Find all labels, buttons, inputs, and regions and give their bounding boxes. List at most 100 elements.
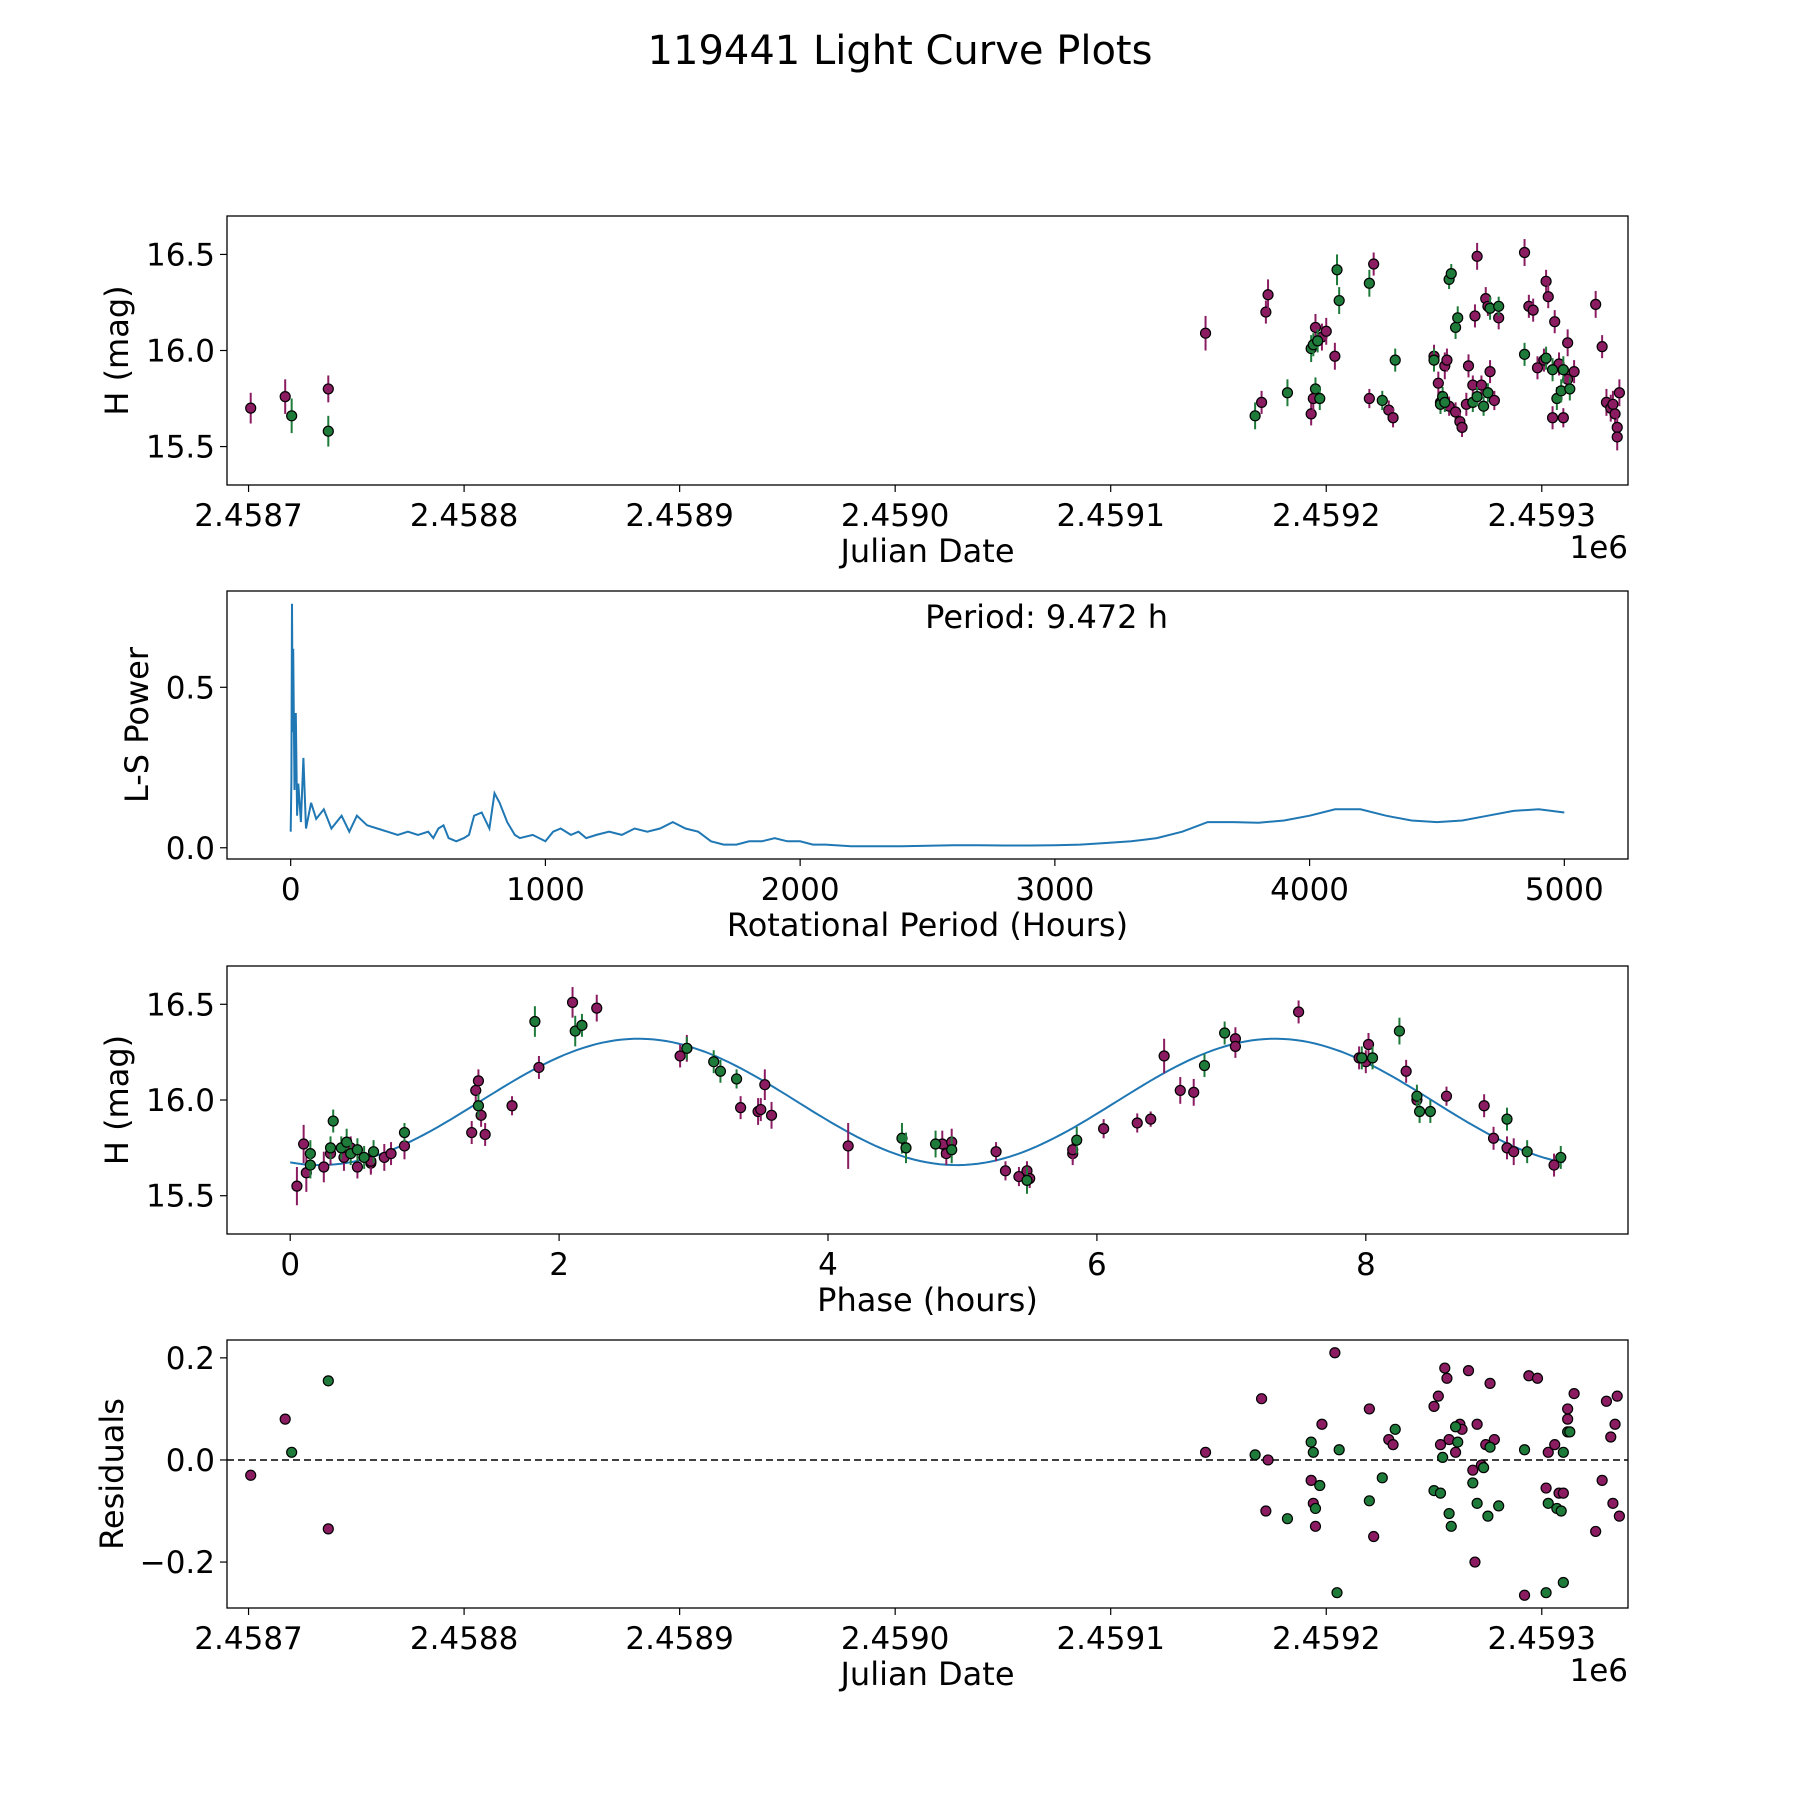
data-point <box>1199 1446 1212 1458</box>
data-point <box>1333 1444 1345 1456</box>
data-point <box>1607 398 1619 410</box>
data-point <box>1363 1495 1375 1507</box>
x-tick-label: 4 <box>818 1247 838 1283</box>
data-point <box>398 1140 411 1152</box>
data-point <box>755 1103 767 1116</box>
data-point <box>1428 354 1440 366</box>
residuals-plot-area <box>227 1347 1628 1601</box>
data-point <box>1389 354 1401 366</box>
x-tick-label: 5000 <box>1525 872 1604 908</box>
y-tick-label: 16.5 <box>146 987 215 1023</box>
data-point <box>1482 1510 1494 1522</box>
data-point <box>1467 1477 1479 1489</box>
data-point <box>1611 431 1623 443</box>
data-point <box>681 1042 693 1054</box>
data-point <box>1255 396 1268 408</box>
data-point <box>1549 316 1561 328</box>
residuals-panel <box>220 1339 1629 1615</box>
data-point <box>1609 1418 1621 1430</box>
data-point <box>322 1375 334 1387</box>
x-tick-label: 2.4590 <box>841 1621 949 1657</box>
x-tick-label: 2.4591 <box>1056 1621 1164 1657</box>
data-point <box>1434 1439 1447 1451</box>
data-point <box>1564 383 1576 395</box>
period-annotation: Period: 9.472 h <box>925 598 1168 636</box>
data-point <box>322 383 334 395</box>
x-tick-label: 2.4592 <box>1272 498 1380 534</box>
data-point <box>1387 1439 1399 1451</box>
data-point <box>327 1115 339 1127</box>
data-point <box>1145 1113 1157 1125</box>
periodogram-panel <box>220 590 1629 866</box>
data-point <box>1568 1387 1580 1400</box>
data-point <box>1508 1146 1520 1158</box>
data-point <box>1331 264 1343 276</box>
data-point <box>1546 412 1559 424</box>
data-point <box>1469 1556 1481 1568</box>
data-point <box>1527 304 1539 316</box>
figure-title: 119441 Light Curve Plots <box>647 28 1153 74</box>
data-point <box>1329 350 1341 362</box>
axes-frame <box>226 965 1629 1235</box>
data-point <box>1452 1436 1464 1448</box>
data-point <box>1389 1423 1401 1435</box>
data-point <box>1590 1525 1602 1538</box>
data-point <box>1376 1472 1388 1484</box>
data-point <box>1557 1487 1569 1499</box>
data-point <box>1549 1439 1561 1451</box>
y-axis-label: L-S Power <box>118 646 156 803</box>
data-point <box>1542 1497 1554 1509</box>
data-point <box>730 1073 743 1085</box>
data-point <box>291 1180 303 1192</box>
phased-panel <box>220 965 1629 1241</box>
data-point <box>1542 291 1554 303</box>
data-point <box>1484 1377 1496 1389</box>
x-tick-label: 2.4587 <box>194 498 302 534</box>
data-point <box>999 1165 1012 1177</box>
data-point <box>466 1126 478 1139</box>
y-axis-label: Residuals <box>93 1398 131 1550</box>
data-point <box>324 1142 337 1154</box>
data-point <box>529 1015 541 1028</box>
data-point <box>1131 1117 1143 1129</box>
data-point <box>1449 1446 1462 1458</box>
data-point <box>1449 1421 1462 1433</box>
data-point <box>245 1469 257 1481</box>
x-tick-label: 2.4589 <box>625 1621 733 1657</box>
data-point <box>1281 1513 1294 1525</box>
axes-frame <box>226 590 1629 860</box>
data-point <box>1611 1390 1623 1402</box>
y-tick-label: 16.0 <box>146 1083 215 1119</box>
data-point <box>1307 1446 1319 1458</box>
data-point <box>1314 392 1326 405</box>
data-point <box>1174 1084 1186 1097</box>
data-point <box>1471 250 1483 262</box>
data-point <box>472 1075 485 1087</box>
data-point <box>1281 387 1294 399</box>
data-point <box>1199 327 1212 339</box>
data-point <box>1305 1474 1317 1486</box>
data-point <box>1540 352 1552 364</box>
lightcurve-panel <box>220 215 1629 492</box>
y-tick-label: 0.5 <box>166 670 215 706</box>
data-point <box>1411 1090 1423 1102</box>
data-point <box>674 1050 686 1062</box>
data-point <box>1071 1134 1083 1146</box>
data-point <box>576 1019 588 1031</box>
data-point <box>1309 1520 1322 1532</box>
data-point <box>1376 394 1388 407</box>
data-point <box>286 1446 298 1458</box>
x-tick-label: 8 <box>1356 1247 1376 1283</box>
y-axis-label: H (mag) <box>98 285 136 415</box>
data-point <box>351 1161 364 1173</box>
data-point <box>1441 1372 1453 1384</box>
data-point <box>1564 1426 1576 1438</box>
data-point <box>1475 379 1488 391</box>
data-point <box>1546 364 1559 376</box>
data-point <box>479 1128 491 1141</box>
data-point <box>1562 1413 1574 1425</box>
data-point <box>1356 1052 1368 1064</box>
data-point <box>1260 306 1272 318</box>
data-point <box>1531 362 1544 374</box>
data-point <box>322 425 334 437</box>
